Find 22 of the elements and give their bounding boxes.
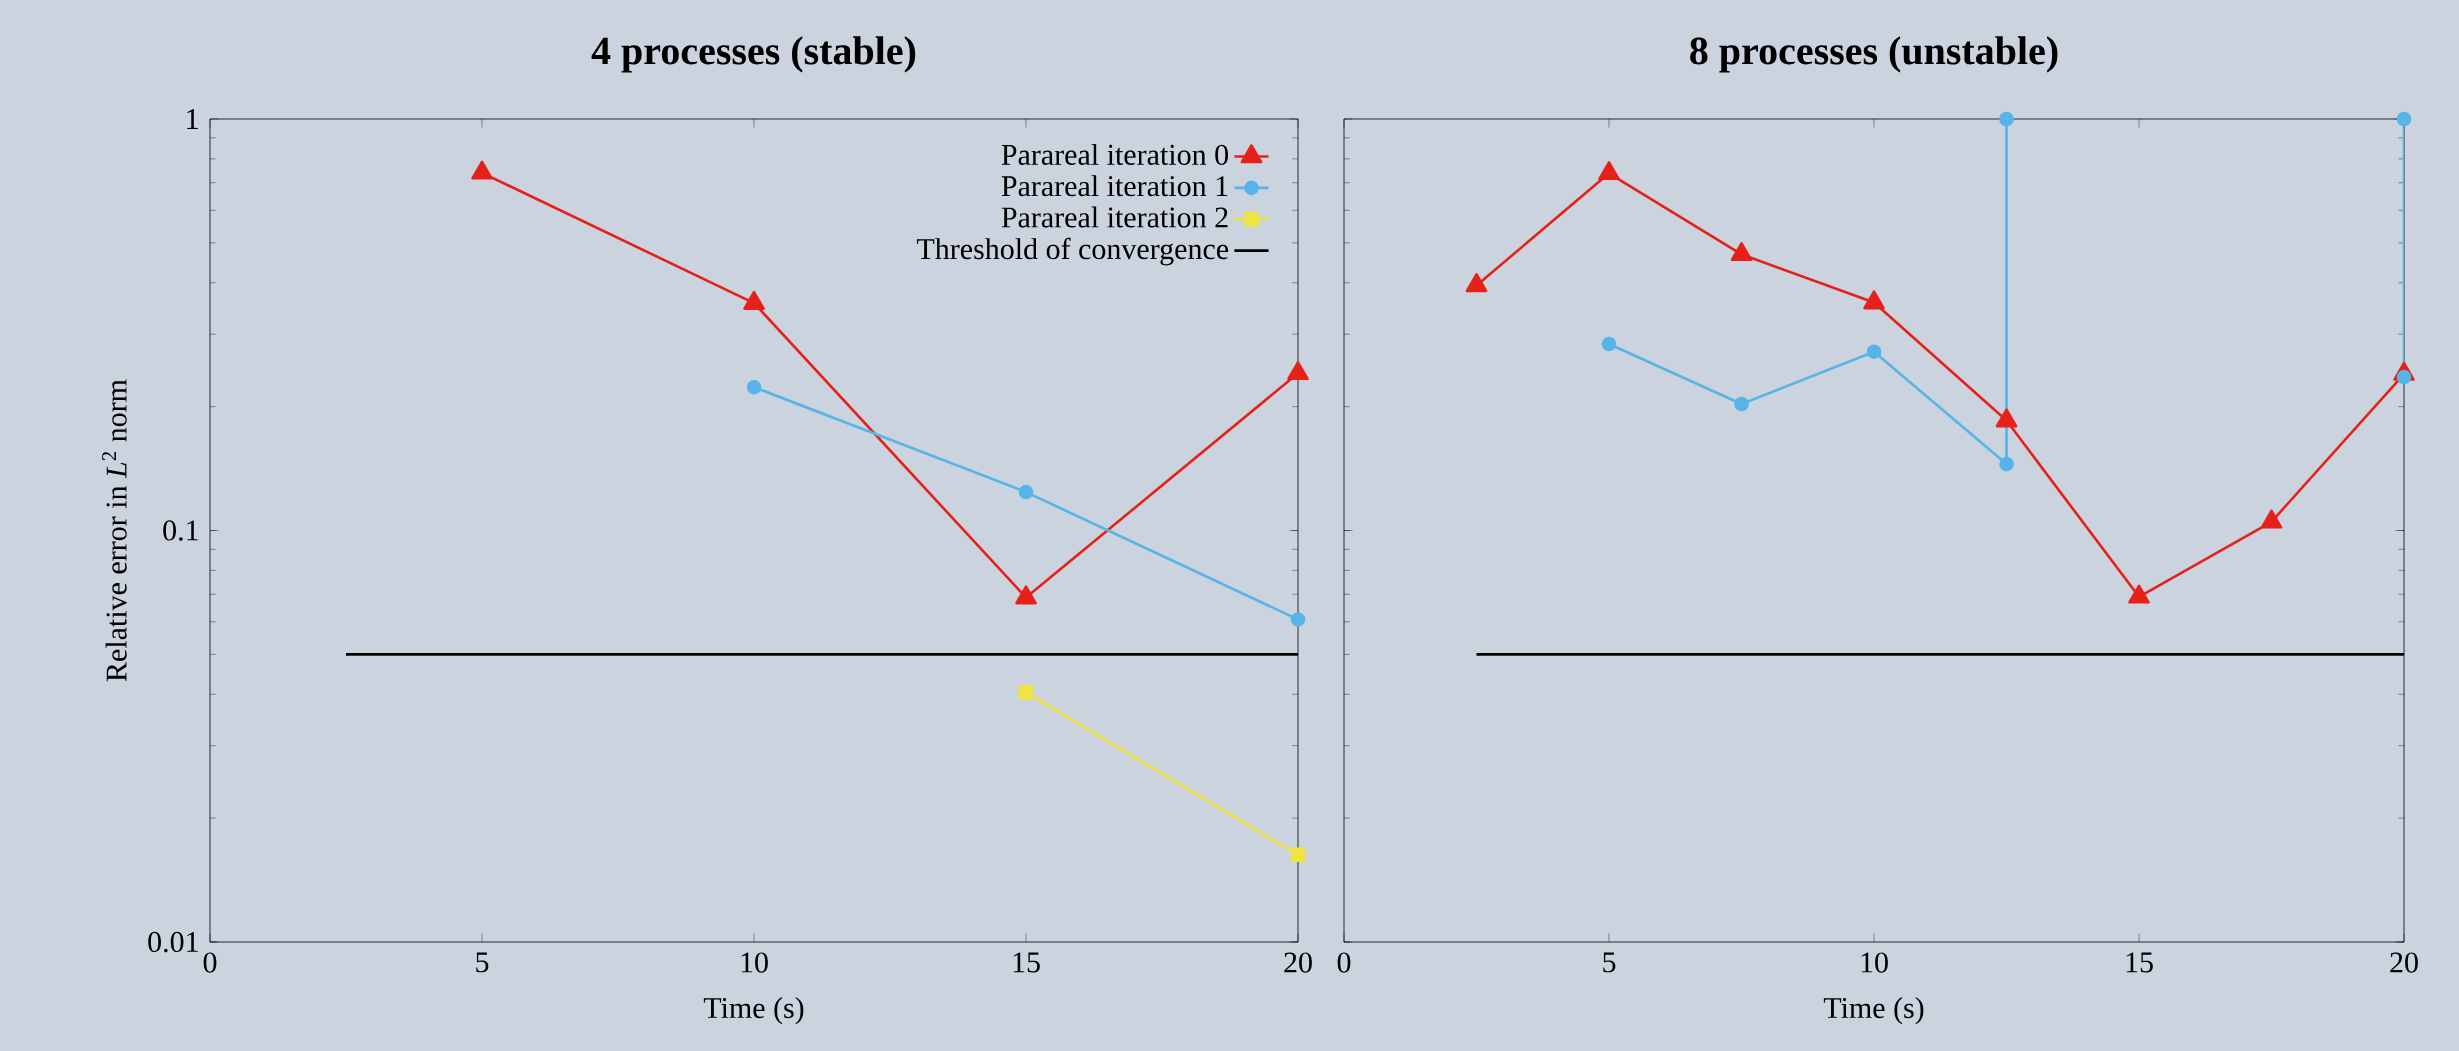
chart-title: 8 processes (unstable) <box>1690 36 2058 73</box>
chart-title: 4 processes (stable) <box>591 36 916 73</box>
legend-label: Parareal iteration 2 <box>1001 206 1228 228</box>
x-tick-label: 20 <box>2390 952 2418 973</box>
x-axis-title: Time (s) <box>703 997 804 1025</box>
x-tick-label: 5 <box>476 952 489 973</box>
x-tick-label: 20 <box>1284 952 1312 973</box>
y-tick-label: 0.01 <box>148 931 198 953</box>
legend-label: Parareal iteration 0 <box>1001 143 1228 165</box>
x-tick-label: 15 <box>1013 952 1040 973</box>
y-tick-label: 1 <box>187 109 198 129</box>
x-tick-label: 0 <box>1337 952 1351 973</box>
x-tick-label: 10 <box>741 952 768 973</box>
x-tick-label: 0 <box>203 952 217 973</box>
legend-label: Threshold of convergence <box>916 237 1229 266</box>
y-tick-label: 0.1 <box>163 520 198 541</box>
x-tick-label: 10 <box>1861 952 1888 973</box>
legend-label: Parareal iteration 1 <box>1001 175 1228 197</box>
x-tick-label: 5 <box>1603 952 1616 973</box>
x-tick-label: 15 <box>2126 952 2153 973</box>
y-axis-title: Relative error in L$^{2}$ norm <box>102 379 127 682</box>
x-axis-title: Time (s) <box>1823 997 1924 1025</box>
